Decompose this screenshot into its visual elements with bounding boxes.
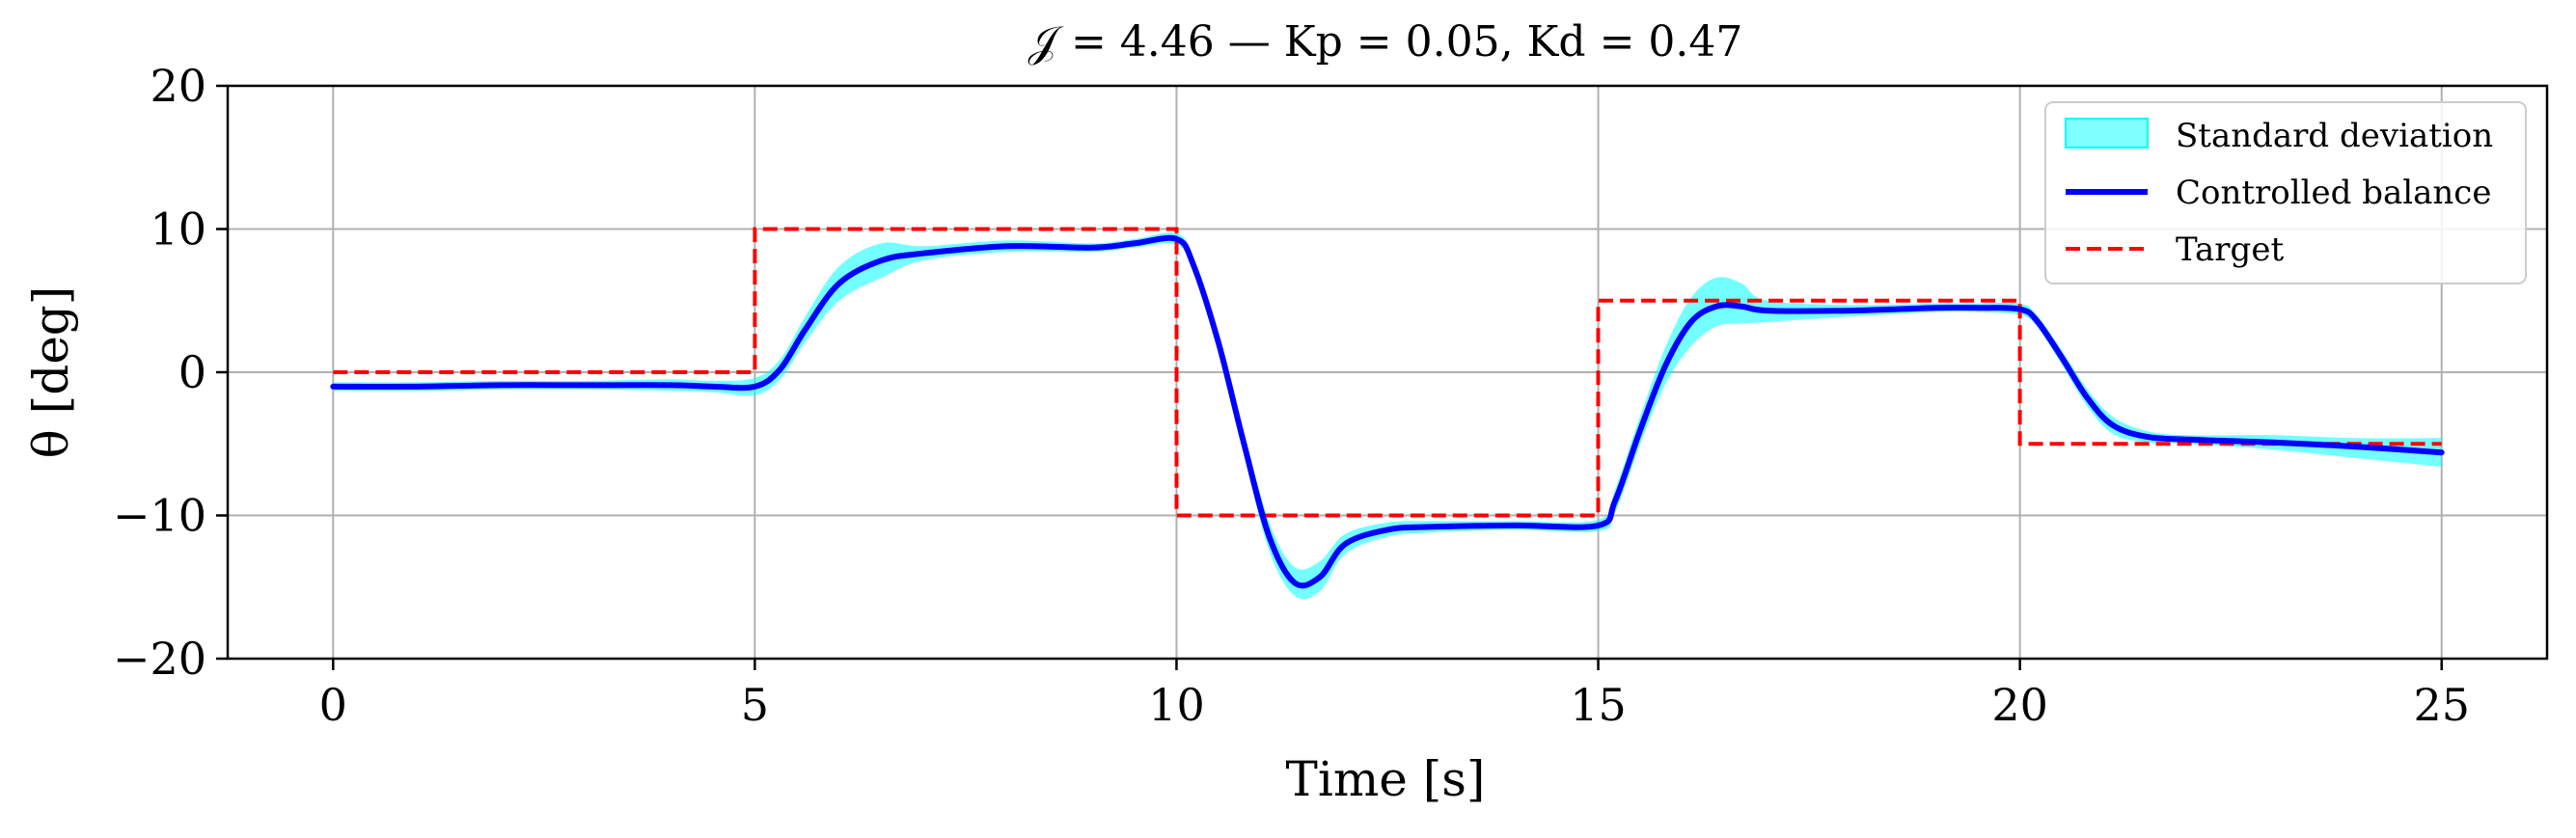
y-axis-label: θ [deg] [23, 286, 79, 459]
y-tick-label-0: −20 [113, 633, 206, 685]
y-axis-ticks: −20 −10 0 10 20 [113, 60, 228, 685]
y-tick-label-4: 20 [150, 60, 206, 112]
x-tick-label-2: 10 [1148, 679, 1205, 731]
legend-box [2044, 101, 2527, 284]
std-deviation-band [333, 232, 2442, 600]
chart-title: 𝒥 = 4.46 — Kp = 0.05, Kd = 0.47 [1028, 17, 1743, 67]
x-tick-label-1: 5 [741, 679, 769, 731]
legend-target-label: Target [2176, 230, 2284, 269]
legend-balance-label: Controlled balance [2176, 174, 2491, 212]
y-tick-label-2: 0 [178, 346, 206, 398]
std-band-layer [333, 232, 2442, 600]
legend-band-label: Standard deviation [2176, 117, 2493, 155]
x-tick-label-5: 25 [2413, 679, 2470, 731]
x-tick-label-3: 15 [1570, 679, 1627, 731]
y-tick-label-3: 10 [150, 203, 206, 256]
x-axis-ticks: 0 5 10 15 20 25 [319, 659, 2470, 731]
legend-band-swatch [2065, 118, 2149, 149]
x-tick-label-4: 20 [1991, 679, 2048, 731]
legend: Standard deviation Controlled balance Ta… [2044, 101, 2527, 284]
balance-layer [330, 234, 2445, 589]
x-tick-label-0: 0 [319, 679, 347, 731]
x-axis-label: Time [s] [1286, 751, 1486, 807]
target-layer [333, 227, 2442, 518]
y-tick-label-1: −10 [113, 490, 206, 542]
target-line [333, 227, 2442, 518]
controlled-balance-line [330, 234, 2445, 589]
